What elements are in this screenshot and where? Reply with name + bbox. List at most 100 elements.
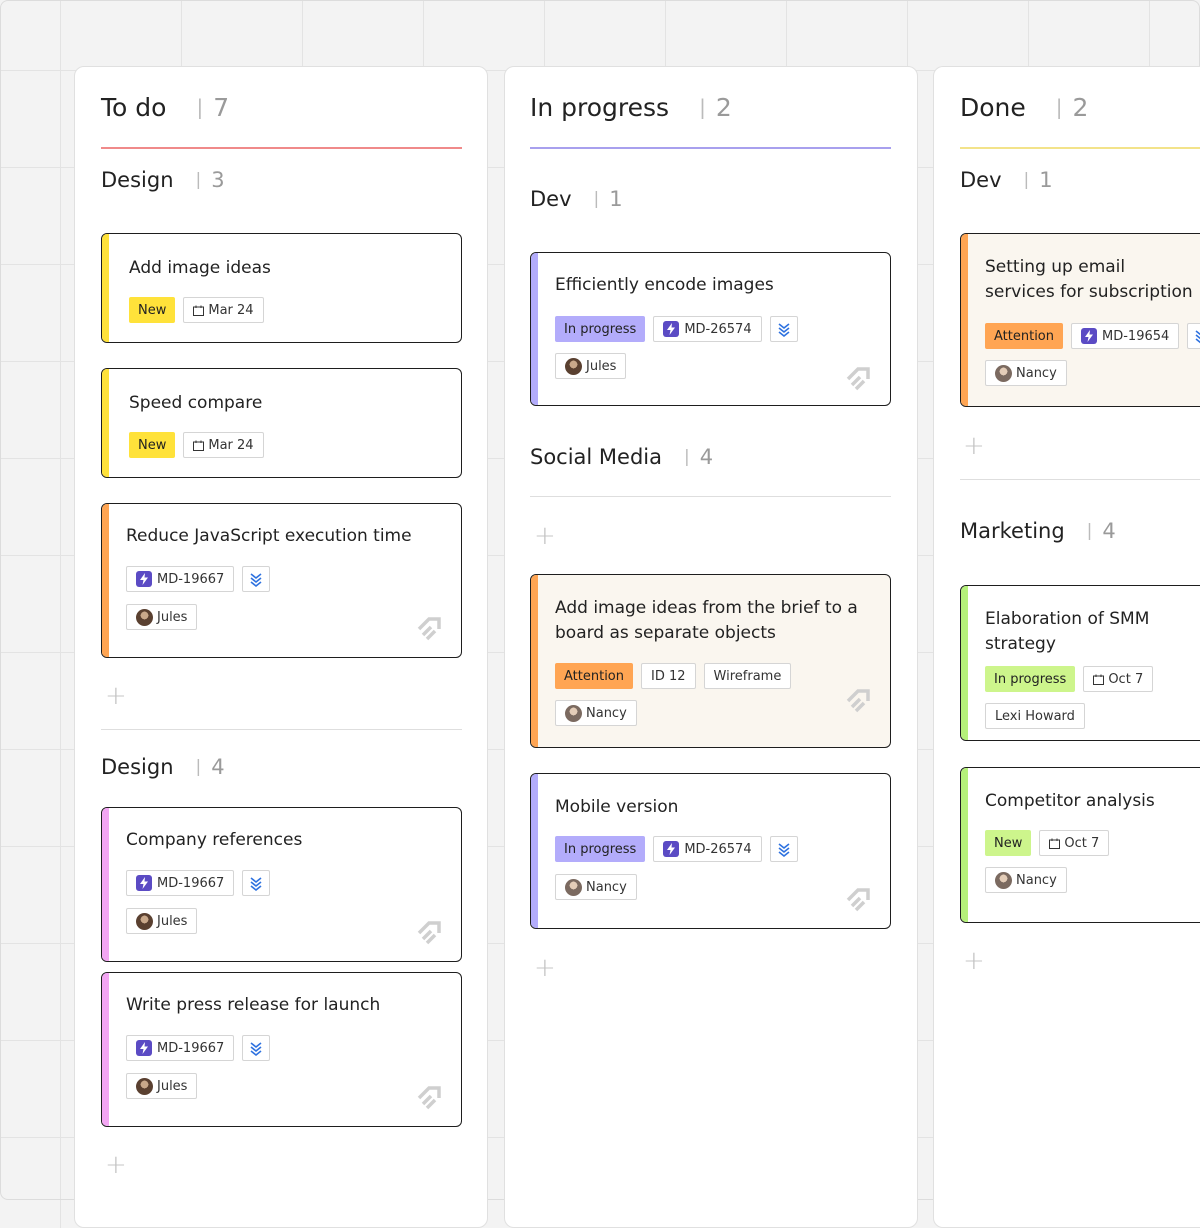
task-card[interactable]: Add image ideas New Mar 24 (101, 233, 462, 343)
chevrons-down-icon (1195, 330, 1200, 343)
task-card[interactable]: Write press release for launch MD-19667 … (101, 972, 462, 1127)
card-accent-bar (102, 973, 109, 1126)
add-card-button[interactable]: + (105, 1150, 127, 1180)
separator: | (593, 189, 600, 209)
task-card[interactable]: Setting up email services for subscripti… (960, 233, 1200, 407)
drag-handle-icon[interactable] (415, 1084, 443, 1110)
drag-handle-icon[interactable] (844, 687, 872, 713)
assignee-chip[interactable]: Nancy (985, 867, 1067, 893)
task-card[interactable]: Competitor analysis New Oct 7 Nancy (960, 767, 1200, 923)
assignee-name: Jules (157, 609, 188, 625)
card-accent-bar (102, 808, 109, 961)
card-title: Reduce JavaScript execution time (126, 526, 412, 546)
group-divider (960, 479, 1200, 480)
ticket-id: MD-19654 (1102, 328, 1170, 344)
separator: | (195, 170, 202, 190)
task-card[interactable]: Company references MD-19667 Jules (101, 807, 462, 962)
priority-chip[interactable] (242, 566, 271, 592)
task-card[interactable]: Mobile version In progress MD-26574 Nanc… (530, 773, 891, 929)
assignee-chip[interactable]: Jules (126, 908, 198, 934)
priority-chip[interactable] (1187, 323, 1200, 349)
column-title: To do | 7 (101, 93, 229, 127)
date-chip[interactable]: Mar 24 (183, 297, 264, 323)
status-badge[interactable]: New (129, 297, 176, 323)
separator: | (195, 757, 202, 777)
ticket-id: MD-19667 (157, 1040, 225, 1056)
ticket-chip[interactable]: MD-19667 (126, 1035, 235, 1061)
date-chip[interactable]: Oct 7 (1083, 666, 1154, 692)
card-title: Efficiently encode images (555, 275, 774, 295)
assignee-chip[interactable]: Nancy (555, 700, 637, 726)
date-chip[interactable]: Oct 7 (1039, 830, 1110, 856)
avatar (136, 608, 153, 626)
task-card[interactable]: Reduce JavaScript execution time MD-1966… (101, 503, 462, 658)
drag-handle-icon[interactable] (844, 886, 872, 912)
add-card-button[interactable]: + (534, 953, 556, 983)
column-accent-line (101, 147, 462, 149)
assignee-chip[interactable]: Jules (126, 604, 198, 630)
ticket-chip[interactable]: MD-19667 (126, 870, 235, 896)
tag-chip[interactable]: Wireframe (703, 663, 792, 689)
assignee-name: Nancy (1016, 872, 1057, 888)
assignee-chip[interactable]: Nancy (555, 874, 637, 900)
task-card[interactable]: Add image ideas from the brief to a boar… (530, 574, 891, 748)
calendar-icon (1049, 838, 1061, 849)
add-card-button[interactable]: + (534, 521, 556, 551)
avatar (995, 871, 1012, 889)
column-title: Done | 2 (960, 93, 1088, 127)
assignee-chip[interactable]: Nancy (985, 360, 1067, 386)
group-title-text: Design (101, 755, 174, 779)
status-badge[interactable]: In progress (555, 316, 646, 342)
jira-icon (1081, 328, 1097, 344)
drag-handle-icon[interactable] (415, 615, 443, 641)
task-card[interactable]: Speed compare New Mar 24 (101, 368, 462, 478)
group-count: 4 (1102, 519, 1116, 543)
status-badge[interactable]: In progress (985, 666, 1076, 692)
ticket-chip[interactable]: MD-26574 (653, 316, 762, 342)
ticket-chip[interactable]: MD-19667 (126, 566, 235, 592)
tag-chip[interactable]: ID 12 (641, 663, 696, 689)
status-badge[interactable]: New (985, 830, 1032, 856)
assignee-chip[interactable]: Jules (555, 353, 627, 379)
ticket-chip[interactable]: MD-26574 (653, 836, 762, 862)
task-card[interactable]: Efficiently encode images In progress MD… (530, 252, 891, 406)
card-accent-bar (961, 586, 968, 740)
ticket-id: MD-26574 (684, 841, 752, 857)
group-title: Design | 4 (101, 755, 225, 779)
assignee-name: Nancy (1016, 365, 1057, 381)
group-divider (530, 496, 891, 497)
avatar (565, 878, 582, 896)
add-card-button[interactable]: + (963, 946, 985, 976)
card-title: Speed compare (129, 393, 263, 413)
priority-chip[interactable] (242, 1035, 271, 1061)
assignee-chip[interactable]: Jules (126, 1073, 198, 1099)
status-badge[interactable]: Attention (555, 663, 633, 689)
avatar (136, 1077, 153, 1095)
priority-chip[interactable] (242, 870, 271, 896)
task-card[interactable]: Elaboration of SMM strategy In progress … (960, 585, 1200, 741)
calendar-icon (193, 440, 205, 451)
jira-icon (136, 875, 152, 891)
priority-chip[interactable] (769, 316, 798, 342)
group-count: 1 (609, 187, 623, 211)
assignee-chip[interactable]: Lexi Howard (985, 703, 1085, 729)
status-badge[interactable]: In progress (555, 836, 646, 862)
card-accent-bar (102, 504, 109, 657)
card-accent-bar (102, 369, 109, 477)
card-title: Write press release for launch (126, 995, 381, 1015)
ticket-chip[interactable]: MD-19654 (1071, 323, 1180, 349)
assignee-name: Nancy (586, 705, 627, 721)
add-card-button[interactable]: + (105, 681, 127, 711)
status-badge[interactable]: New (129, 432, 176, 458)
date-chip[interactable]: Mar 24 (183, 432, 264, 458)
jira-icon (136, 571, 152, 587)
status-badge[interactable]: Attention (985, 323, 1063, 349)
assignee-name: Nancy (586, 879, 627, 895)
ticket-id: MD-19667 (157, 571, 225, 587)
drag-handle-icon[interactable] (415, 919, 443, 945)
card-title: Competitor analysis (985, 791, 1155, 811)
avatar (565, 704, 582, 722)
priority-chip[interactable] (769, 836, 798, 862)
drag-handle-icon[interactable] (844, 365, 872, 391)
add-card-button[interactable]: + (963, 431, 985, 461)
